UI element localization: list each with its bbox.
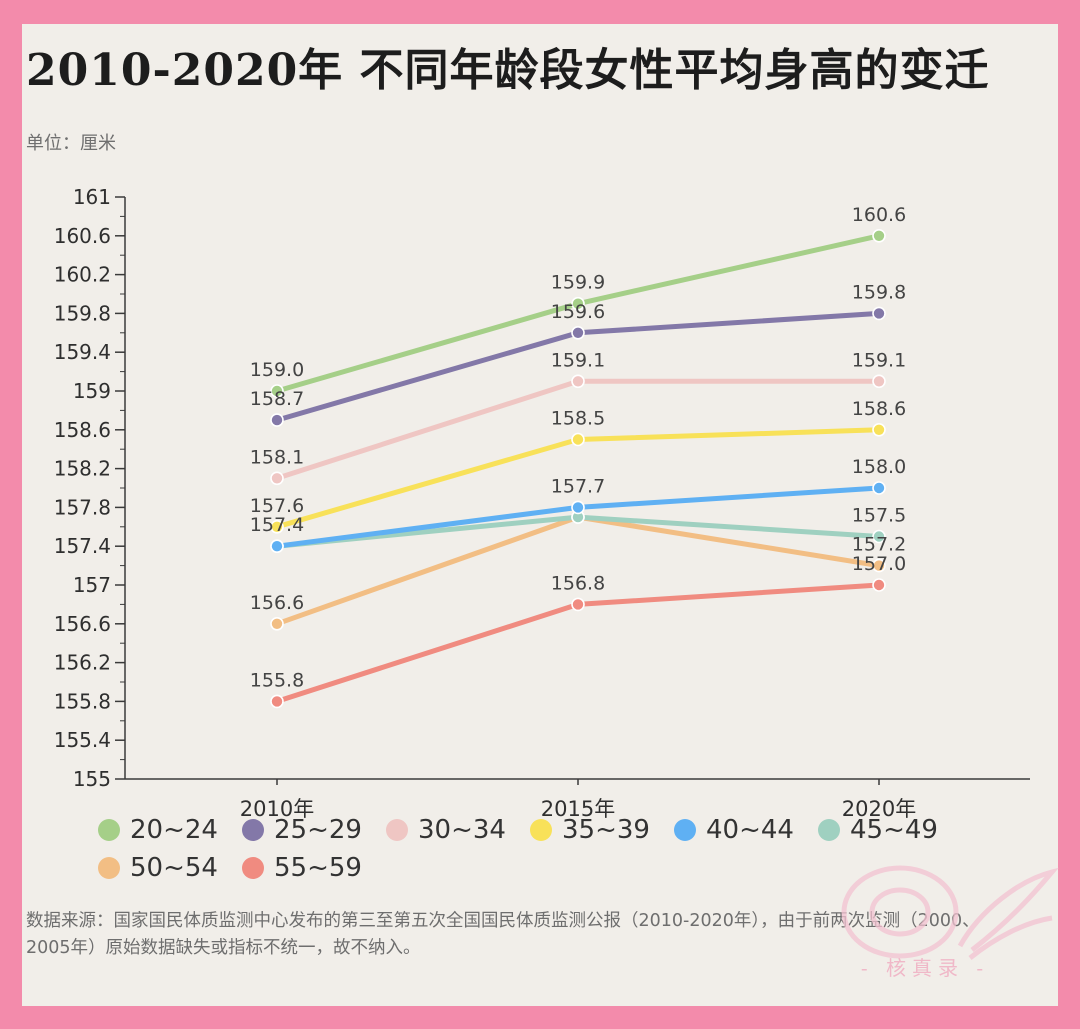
y-tick-label: 156.6 (54, 612, 111, 636)
data-label: 159.0 (250, 359, 304, 381)
legend-dot-icon (242, 819, 264, 841)
legend-label: 25~29 (274, 815, 362, 845)
data-point-40~44 (872, 481, 886, 495)
legend-item: 25~29 (242, 815, 386, 845)
x-tick-label: 2015年 (541, 797, 615, 821)
data-label: 155.8 (250, 669, 304, 691)
legend-item: 50~54 (98, 853, 242, 883)
y-tick-label: 158.6 (54, 418, 111, 442)
chart-title: 2010-2020年 不同年龄段女性平均身高的变迁 (26, 45, 990, 96)
legend-label: 50~54 (130, 853, 218, 883)
legend-dot-icon (242, 857, 264, 879)
data-label: 159.6 (551, 301, 605, 323)
data-point-55~59 (571, 597, 585, 612)
legend-item: 30~34 (386, 815, 530, 845)
data-point-55~59 (270, 694, 284, 709)
data-source-note: 数据来源：国家国民体质监测中心发布的第三至第五次全国国民体质监测公报（2010-… (26, 911, 980, 958)
line-chart: 161 160.6 160.2 159.8 159.4 159 158.6 158.2 157.… (54, 185, 1030, 821)
data-point-20~24 (270, 384, 284, 398)
legend-label: 20~24 (130, 815, 218, 845)
legend-dot-icon (530, 819, 552, 841)
y-tick-label: 159.4 (54, 340, 111, 364)
data-label: 156.6 (250, 592, 304, 614)
legend-label: 45~49 (850, 815, 938, 845)
data-label: 159.8 (852, 281, 906, 303)
legend-dot-icon (386, 819, 408, 841)
data-point-30~34 (872, 374, 886, 389)
data-label: 158.5 (551, 408, 605, 430)
data-point-20~24 (872, 229, 886, 243)
data-point-30~34 (270, 471, 284, 486)
x-tick-label: 2020年 (842, 797, 916, 821)
y-tick-label: 158.2 (54, 457, 111, 481)
y-tick-label: 155.8 (54, 689, 111, 713)
data-label: 159.1 (551, 349, 605, 371)
data-label: 157.0 (852, 553, 906, 575)
legend-item: 20~24 (98, 815, 242, 845)
y-tick-label: 157.4 (54, 534, 111, 558)
data-label: 159.9 (551, 272, 605, 294)
x-tick-label: 2010年 (240, 797, 314, 821)
data-point-40~44 (571, 500, 585, 515)
data-label: 158.7 (250, 388, 304, 410)
data-point-55~59 (872, 578, 886, 592)
data-point-35~39 (571, 432, 585, 447)
y-tick-label: 156.2 (54, 651, 111, 675)
legend-label: 30~34 (418, 815, 506, 845)
legend-item: 40~44 (674, 815, 818, 845)
data-label: 159.1 (852, 349, 906, 371)
legend-dot-icon (818, 819, 840, 841)
data-point-25~29 (270, 413, 284, 427)
data-label: 157.2 (852, 534, 906, 556)
y-tick-label: 157 (73, 573, 111, 597)
data-label: 157.6 (250, 495, 304, 517)
legend-label: 55~59 (274, 853, 362, 883)
legend-item: 55~59 (242, 853, 386, 883)
data-point-50~54 (270, 616, 284, 631)
legend-dot-icon (674, 819, 696, 841)
data-point-20~24 (571, 296, 585, 311)
data-label: 157.4 (250, 514, 304, 536)
watermark-logo-icon (841, 865, 1059, 960)
data-label: 157.5 (852, 505, 906, 527)
y-tick-label: 159.8 (54, 301, 111, 325)
data-point-25~29 (571, 325, 585, 340)
data-point-30~34 (571, 374, 585, 389)
legend: 20~24 25~29 30~34 35~39 40~44 45~49 50~54 55~59 (98, 815, 998, 883)
y-tick-label: 157.8 (54, 495, 111, 519)
unit-label: 单位：厘米 (26, 133, 116, 154)
data-label: 160.6 (852, 204, 906, 226)
data-label: 157.7 (551, 475, 605, 497)
y-tick-label: 155 (73, 767, 111, 791)
data-label: 156.8 (551, 572, 605, 594)
data-label: 158.0 (852, 456, 906, 478)
data-point-25~29 (872, 306, 886, 321)
legend-label: 40~44 (706, 815, 794, 845)
watermark-text: - 核真录 - (860, 956, 990, 980)
chart-card (22, 24, 1058, 1006)
data-point-50~54 (872, 558, 886, 573)
data-point-35~39 (270, 519, 284, 534)
legend-item: 35~39 (530, 815, 674, 845)
data-label: 158.1 (250, 446, 304, 468)
legend-item: 45~49 (818, 815, 962, 845)
y-tick-label: 160.6 (54, 224, 111, 248)
legend-label: 35~39 (562, 815, 650, 845)
legend-dot-icon (98, 857, 120, 879)
data-label: 158.6 (852, 398, 906, 420)
y-tick-label: 161 (73, 185, 111, 209)
legend-dot-icon (98, 819, 120, 841)
y-tick-label: 160.2 (54, 263, 111, 287)
y-tick-label: 159 (73, 379, 111, 403)
data-point-45~49 (872, 529, 886, 544)
data-point-35~39 (872, 422, 886, 437)
y-tick-label: 155.4 (54, 728, 111, 752)
data-point-40~44 (270, 539, 284, 554)
